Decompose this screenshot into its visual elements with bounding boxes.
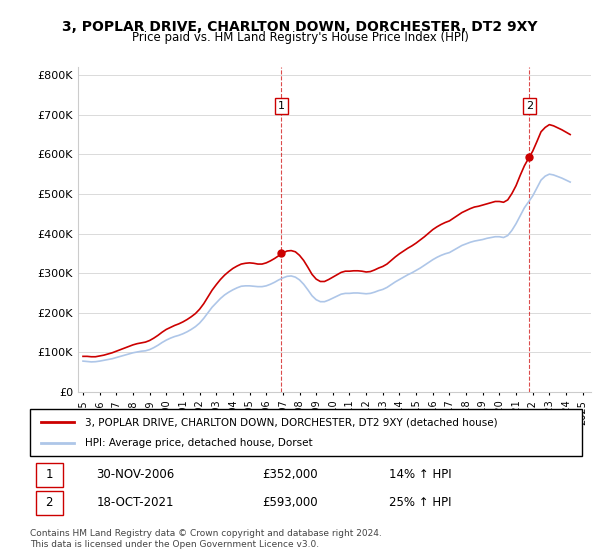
Text: 2: 2 xyxy=(526,101,533,111)
Text: £352,000: £352,000 xyxy=(262,468,317,482)
Text: Price paid vs. HM Land Registry's House Price Index (HPI): Price paid vs. HM Land Registry's House … xyxy=(131,31,469,44)
FancyBboxPatch shape xyxy=(30,409,582,456)
FancyBboxPatch shape xyxy=(35,463,63,487)
Text: £593,000: £593,000 xyxy=(262,496,317,510)
Text: 30-NOV-2006: 30-NOV-2006 xyxy=(96,468,175,482)
Text: Contains HM Land Registry data © Crown copyright and database right 2024.
This d: Contains HM Land Registry data © Crown c… xyxy=(30,529,382,549)
Text: 25% ↑ HPI: 25% ↑ HPI xyxy=(389,496,451,510)
Text: 1: 1 xyxy=(278,101,285,111)
Text: 3, POPLAR DRIVE, CHARLTON DOWN, DORCHESTER, DT2 9XY: 3, POPLAR DRIVE, CHARLTON DOWN, DORCHEST… xyxy=(62,20,538,34)
Text: 1: 1 xyxy=(46,468,53,482)
FancyBboxPatch shape xyxy=(35,491,63,515)
Text: 3, POPLAR DRIVE, CHARLTON DOWN, DORCHESTER, DT2 9XY (detached house): 3, POPLAR DRIVE, CHARLTON DOWN, DORCHEST… xyxy=(85,417,498,427)
Text: HPI: Average price, detached house, Dorset: HPI: Average price, detached house, Dors… xyxy=(85,438,313,448)
Text: 14% ↑ HPI: 14% ↑ HPI xyxy=(389,468,451,482)
Text: 2: 2 xyxy=(46,496,53,510)
Text: 18-OCT-2021: 18-OCT-2021 xyxy=(96,496,174,510)
